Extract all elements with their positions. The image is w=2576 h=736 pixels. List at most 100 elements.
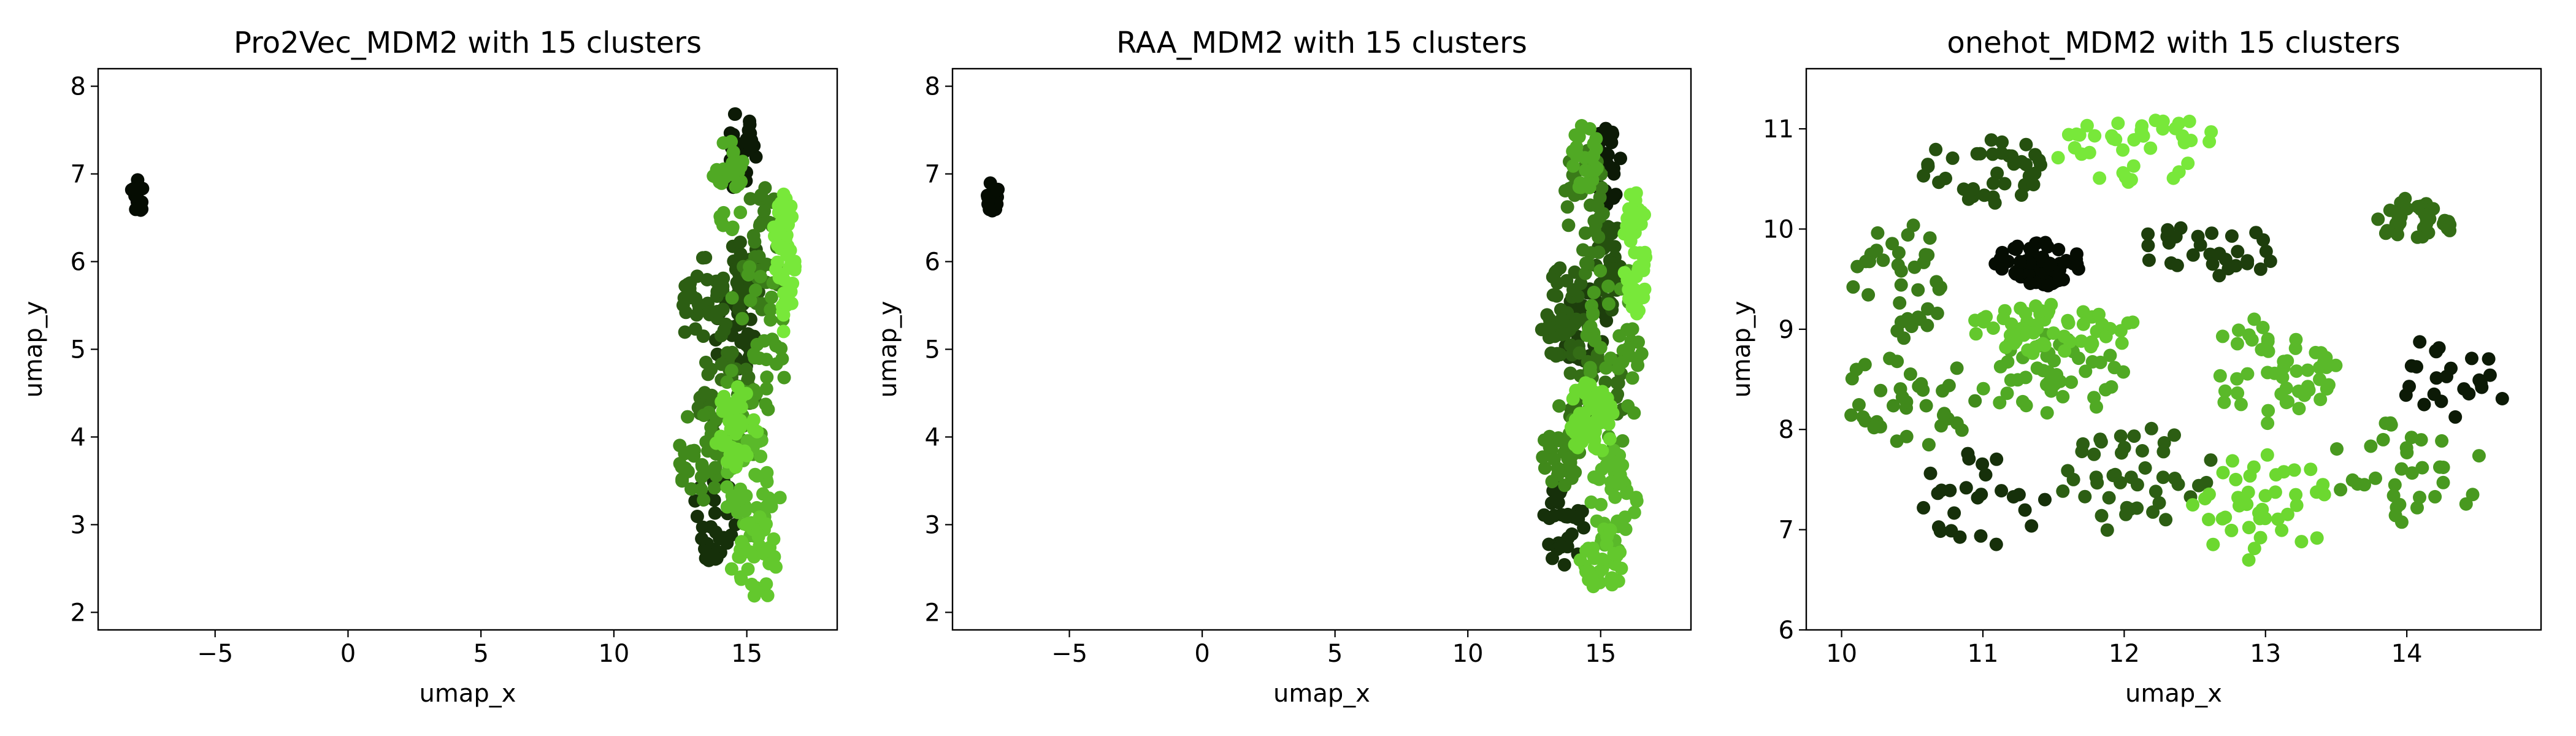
scatter-point xyxy=(2144,141,2158,155)
scatter-point xyxy=(2056,389,2070,404)
scatter-point xyxy=(735,312,749,326)
scatter-point xyxy=(2417,397,2431,412)
x-tick-label: 5 xyxy=(1327,640,1343,668)
scatter-point xyxy=(776,324,791,339)
scatter-point xyxy=(764,313,778,327)
scatter-point xyxy=(2092,307,2106,321)
scatter-point xyxy=(2087,447,2101,461)
y-tick-label: 9 xyxy=(1779,316,1794,344)
scatter-point xyxy=(754,450,768,464)
scatter-point xyxy=(1588,334,1601,348)
x-axis-label: umap_x xyxy=(1273,680,1370,708)
scatter-point xyxy=(1587,224,1601,238)
scatter-point xyxy=(690,510,704,523)
scatter-point xyxy=(684,482,698,496)
scatter-point xyxy=(1582,573,1596,587)
scatter-point xyxy=(730,380,745,394)
scatter-point xyxy=(1568,265,1582,279)
scatter-point xyxy=(1620,273,1635,287)
scatter-point xyxy=(2268,485,2282,499)
scatter-point xyxy=(1861,288,1876,302)
scatter-point xyxy=(2078,489,2092,504)
y-tick-label: 8 xyxy=(71,73,86,101)
scatter-point xyxy=(2292,402,2306,416)
scatter-point xyxy=(2102,491,2116,505)
scatter-point xyxy=(1587,285,1601,299)
scatter-point xyxy=(1583,122,1597,136)
scatter-point xyxy=(788,255,802,269)
scatter-point xyxy=(2242,553,2256,567)
x-tick-label: 11 xyxy=(1968,640,1999,668)
scatter-point xyxy=(2058,344,2072,358)
scatter-point xyxy=(743,545,756,559)
scatter-point xyxy=(2247,460,2261,474)
scatter-point xyxy=(764,290,778,304)
scatter-point xyxy=(1625,371,1639,385)
scatter-point xyxy=(2018,306,2033,320)
scatter-point xyxy=(1560,200,1574,214)
x-tick-label: 0 xyxy=(340,640,356,668)
scatter-point xyxy=(776,197,791,212)
scatter-point xyxy=(2052,243,2066,256)
scatter-point xyxy=(1604,475,1618,489)
scatter-point xyxy=(2120,500,2134,515)
scatter-point xyxy=(724,562,738,576)
scatter-panel-raa: RAA_MDM2 with 15 clusters umap_x umap_y … xyxy=(874,26,1692,708)
scatter-point xyxy=(1623,220,1638,234)
scatter-point xyxy=(710,163,724,177)
plot-frame xyxy=(1805,67,2542,631)
scatter-point xyxy=(1549,493,1563,507)
scatter-point xyxy=(1570,149,1584,163)
scatter-point xyxy=(2404,359,2418,373)
scatter-point xyxy=(1936,408,1950,422)
scatter-point xyxy=(2230,372,2244,386)
scatter-point xyxy=(1622,348,1636,362)
scatter-point xyxy=(2103,348,2117,362)
scatter-point xyxy=(2064,375,2078,389)
y-tick-label: 6 xyxy=(71,248,86,277)
scatter-point xyxy=(2465,351,2478,366)
scatter-point xyxy=(1631,358,1645,372)
scatter-point xyxy=(2290,364,2304,378)
scatter-point xyxy=(2405,466,2419,480)
scatter-point xyxy=(2204,453,2218,467)
scatter-point xyxy=(2399,441,2413,455)
scatter-point xyxy=(2048,377,2062,391)
scatter-panel-onehot: onehot_MDM2 with 15 clusters umap_x umap… xyxy=(1728,26,2542,708)
scatter-point xyxy=(2026,178,2041,191)
scatter-point xyxy=(2161,223,2175,237)
scatter-point xyxy=(734,247,748,261)
scatter-point xyxy=(2253,262,2267,276)
scatter-point xyxy=(2404,431,2418,445)
scatter-point xyxy=(1553,261,1567,275)
scatter-point xyxy=(2168,121,2182,136)
scatter-point xyxy=(1961,192,1976,206)
scatter-point xyxy=(2099,329,2113,343)
scatter-point xyxy=(734,570,748,584)
scatter-point xyxy=(730,275,744,289)
scatter-point xyxy=(734,482,748,496)
scatter-point xyxy=(2215,512,2229,526)
scatter-point xyxy=(2495,392,2509,405)
scatter-point xyxy=(2047,326,2061,340)
scatter-point xyxy=(1919,399,1933,413)
scatter-point xyxy=(739,362,753,377)
scatter-point xyxy=(1993,396,2007,410)
scatter-point xyxy=(696,329,710,343)
scatter-point xyxy=(2225,523,2239,537)
y-tick-label: 4 xyxy=(71,423,86,451)
scatter-point xyxy=(2261,404,2275,418)
scatter-point xyxy=(2242,521,2256,535)
scatter-point xyxy=(1566,283,1580,297)
scatter-point xyxy=(2013,255,2027,269)
scatter-point xyxy=(1584,320,1598,333)
scatter-point xyxy=(1890,355,1904,369)
scatter-point xyxy=(2135,119,2149,133)
scatter-point xyxy=(733,236,747,249)
scatter-point xyxy=(2313,393,2328,407)
scatter-point xyxy=(769,357,783,371)
scatter-point xyxy=(729,180,743,194)
scatter-point xyxy=(1989,537,2003,551)
y-tick-label: 6 xyxy=(925,248,940,277)
scatter-point xyxy=(2229,259,2243,273)
